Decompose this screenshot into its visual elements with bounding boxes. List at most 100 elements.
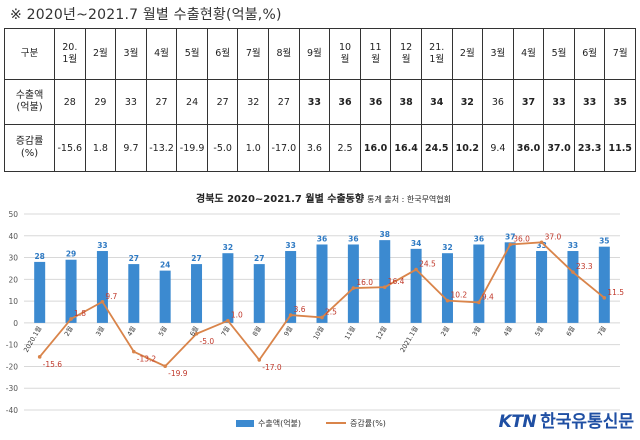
bar-label: 36	[474, 234, 484, 243]
table-month-header: 8월	[268, 28, 300, 80]
change-row-label: 증감률 (%)	[4, 124, 55, 172]
table-export-cell: 33	[115, 79, 147, 125]
table-change-cell: -15.6	[54, 124, 86, 172]
line-point	[131, 349, 136, 354]
y-tick-label: -10	[6, 341, 18, 350]
line-point	[257, 358, 262, 362]
bar	[96, 251, 108, 323]
bar-label: 24	[160, 261, 170, 270]
x-tick-label: 3월	[93, 324, 106, 337]
bar-label: 33	[536, 241, 546, 250]
y-tick-label: 50	[8, 210, 18, 219]
table-export-cell: 35	[604, 79, 636, 125]
y-tick-label: -40	[6, 406, 18, 415]
line-point	[226, 318, 230, 323]
bar-label: 33	[97, 241, 107, 250]
line-point	[602, 296, 607, 300]
bar-label: 36	[348, 234, 358, 243]
line-label: -19.9	[168, 369, 188, 378]
table-export-cell: 36	[482, 79, 514, 125]
table-month-header: 4월	[145, 28, 178, 80]
x-tick-label: 6월	[564, 324, 577, 337]
y-tick-label: -30	[6, 384, 18, 393]
x-tick-label: 12월	[374, 324, 389, 341]
line-point	[414, 267, 418, 272]
table-month-header: 6월	[206, 28, 239, 80]
line-point	[69, 317, 73, 321]
line-label: 23.3	[576, 262, 593, 271]
bar	[65, 259, 77, 323]
table-month-header: 7월	[237, 28, 270, 80]
x-tick-label: 2월	[62, 324, 75, 337]
table-change-cell: 36.0	[512, 124, 545, 172]
table-change-cell: 11.5	[604, 124, 636, 172]
bar-label: 34	[411, 239, 421, 248]
table-month-header: 20. 1월	[54, 28, 86, 80]
table-change-cell: 2.5	[329, 124, 361, 172]
table-month-header: 4월	[512, 28, 545, 80]
line-label: 11.5	[607, 288, 624, 297]
table-change-cell: 16.0	[359, 124, 392, 172]
table-month-header: 6월	[573, 28, 606, 80]
line-point	[508, 242, 513, 247]
legend-bar-swatch	[236, 420, 254, 427]
x-tick-label: 2월	[438, 324, 451, 337]
bar	[536, 251, 548, 323]
line-label: -5.0	[200, 337, 215, 346]
export-table: 구분 20. 1월 2월 3월 4월 5월 6월 7월 8월 9월 10 월 11 월 12 월 21. 1월 2월…	[4, 28, 636, 172]
bar-label: 27	[129, 254, 139, 263]
bar-label: 35	[599, 237, 609, 246]
bar	[222, 253, 234, 323]
bar-label: 37	[505, 232, 515, 241]
table-export-cell: 27	[268, 79, 300, 125]
table-month-header: 2월	[84, 28, 117, 80]
bar-label: 33	[285, 241, 295, 250]
bar	[34, 261, 46, 323]
bar	[598, 246, 610, 323]
x-tick-label: 7월	[219, 324, 232, 337]
y-tick-label: 40	[8, 232, 18, 241]
x-tick-label: 4월	[501, 324, 514, 337]
bar	[379, 240, 391, 323]
table-export-cell: 33	[298, 79, 331, 125]
table-change-cell: 16.4	[390, 124, 422, 172]
table-export-cell: 36	[329, 79, 361, 125]
table-export-cell: 27	[206, 79, 239, 125]
table-month-header: 5월	[176, 28, 208, 80]
x-tick-label: 11월	[342, 324, 357, 341]
table-change-cell: 9.7	[115, 124, 147, 172]
line-label: 24.5	[419, 260, 436, 269]
bar	[504, 242, 516, 323]
bar-label: 29	[66, 250, 76, 259]
line-point	[477, 300, 481, 305]
bar-label: 33	[568, 241, 578, 250]
table-month-header: 11 월	[359, 28, 392, 80]
bar	[128, 264, 140, 323]
x-tick-label: 6월	[187, 324, 200, 337]
line-label: 9.7	[105, 292, 117, 301]
bar-label: 38	[380, 230, 390, 239]
table-header-label: 구분	[4, 28, 55, 80]
table-change-cell: 1.0	[237, 124, 270, 172]
table-change-cell: -13.2	[145, 124, 178, 172]
bar	[441, 253, 453, 323]
logo-name: 한국유통신문	[540, 412, 634, 432]
table-export-cell: 37	[512, 79, 545, 125]
line-point	[539, 240, 544, 245]
bar	[253, 264, 265, 323]
table-change-cell: 23.3	[573, 124, 606, 172]
bar-label: 32	[442, 243, 452, 252]
line-point	[37, 355, 42, 359]
line-point	[163, 364, 167, 369]
bar	[410, 248, 422, 323]
bar	[191, 264, 203, 323]
line-point	[288, 313, 293, 317]
table-month-header: 9월	[298, 28, 331, 80]
x-tick-label: 9월	[282, 324, 295, 337]
logo-brand: KTN	[498, 412, 537, 432]
y-tick-label: 20	[8, 275, 18, 284]
bar	[285, 251, 297, 323]
table-change-cell: 9.4	[482, 124, 514, 172]
ktn-logo: KTN 한국유통신문	[499, 407, 634, 432]
table-export-cell: 36	[359, 79, 392, 125]
